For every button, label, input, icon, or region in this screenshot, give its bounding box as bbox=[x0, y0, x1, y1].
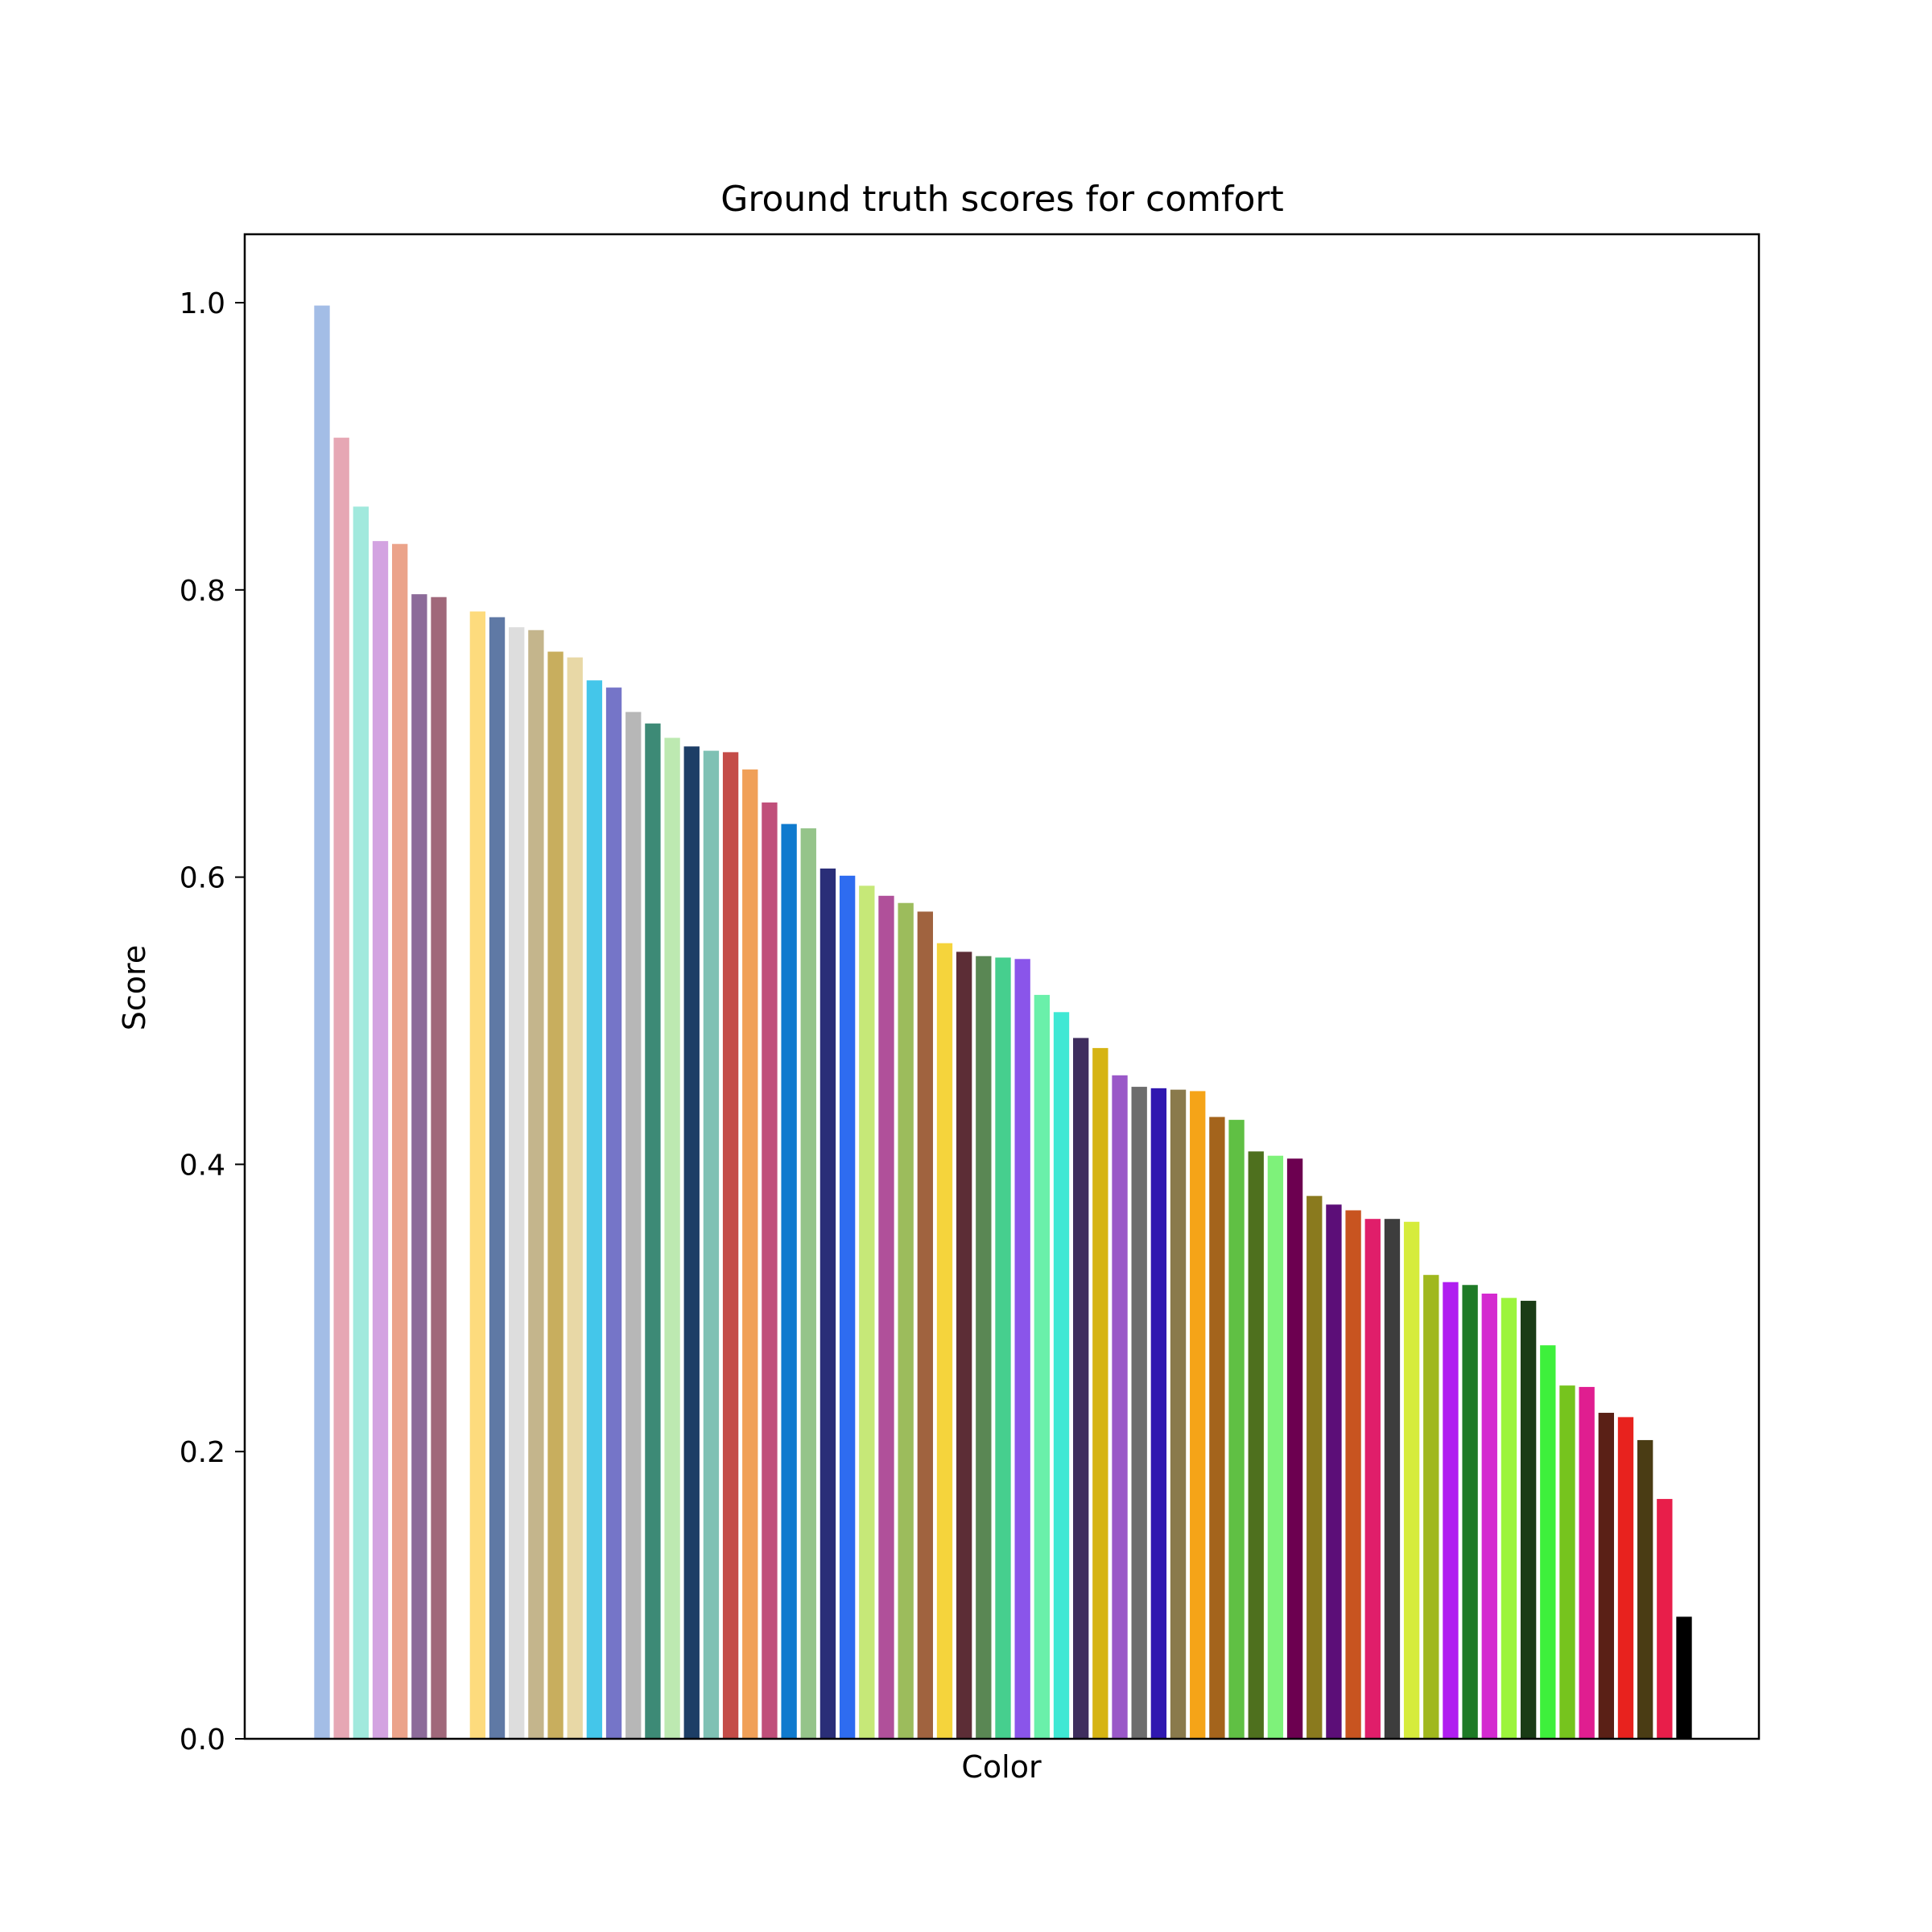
bar bbox=[1481, 1293, 1497, 1739]
x-axis-label: Color bbox=[961, 1749, 1042, 1785]
bar bbox=[1190, 1091, 1206, 1739]
bar bbox=[1520, 1300, 1537, 1739]
bar bbox=[1307, 1195, 1323, 1739]
bar bbox=[1384, 1219, 1401, 1739]
bar bbox=[762, 802, 778, 1739]
bar bbox=[605, 687, 622, 1739]
bar bbox=[819, 868, 836, 1739]
bar bbox=[1170, 1089, 1187, 1739]
bar bbox=[1559, 1385, 1575, 1739]
bar bbox=[1657, 1499, 1673, 1739]
bar bbox=[956, 952, 972, 1739]
bar bbox=[1034, 994, 1051, 1739]
bar bbox=[878, 895, 894, 1739]
bar bbox=[1248, 1151, 1264, 1739]
bar bbox=[1637, 1439, 1653, 1739]
bar bbox=[333, 437, 349, 1740]
bar bbox=[1364, 1219, 1381, 1739]
bar bbox=[664, 737, 680, 1739]
bar bbox=[1501, 1298, 1517, 1739]
bar bbox=[1423, 1274, 1439, 1739]
bar bbox=[1073, 1038, 1089, 1739]
y-tick-label: 0.6 bbox=[180, 862, 225, 895]
bar bbox=[586, 680, 603, 1740]
bar bbox=[917, 911, 933, 1739]
bar bbox=[1112, 1075, 1128, 1739]
y-tick-label: 1.0 bbox=[180, 287, 225, 320]
bar bbox=[703, 750, 720, 1739]
bar bbox=[469, 611, 486, 1739]
bar bbox=[1462, 1285, 1478, 1739]
bar bbox=[1403, 1221, 1420, 1739]
bar bbox=[976, 956, 992, 1739]
bar bbox=[1326, 1204, 1342, 1739]
bar bbox=[936, 943, 953, 1739]
plot-frame bbox=[243, 233, 1761, 1740]
bar bbox=[1014, 959, 1030, 1739]
bar bbox=[781, 824, 797, 1739]
bar bbox=[1579, 1386, 1595, 1739]
bar bbox=[1617, 1417, 1634, 1739]
bar bbox=[722, 752, 739, 1739]
bar bbox=[800, 828, 816, 1739]
bar bbox=[567, 657, 583, 1739]
bar bbox=[314, 305, 330, 1739]
bar bbox=[489, 617, 506, 1740]
bar bbox=[1131, 1087, 1147, 1739]
bar bbox=[995, 957, 1011, 1739]
bar bbox=[683, 746, 700, 1739]
bar bbox=[1267, 1155, 1284, 1739]
bar bbox=[431, 597, 447, 1739]
y-tick-label: 0.0 bbox=[180, 1724, 225, 1757]
bar bbox=[353, 506, 369, 1739]
bar bbox=[839, 875, 856, 1739]
bar bbox=[1540, 1345, 1556, 1739]
bar bbox=[509, 627, 525, 1740]
bar bbox=[625, 712, 642, 1740]
bar bbox=[1209, 1117, 1225, 1739]
bar bbox=[1150, 1088, 1167, 1739]
bar bbox=[1228, 1120, 1245, 1739]
bar bbox=[547, 651, 564, 1739]
bar bbox=[1286, 1158, 1303, 1739]
bar bbox=[1676, 1616, 1692, 1739]
bar bbox=[411, 594, 427, 1739]
y-tick-label: 0.8 bbox=[180, 575, 225, 608]
bar bbox=[1598, 1413, 1614, 1739]
bar bbox=[898, 902, 914, 1739]
bar bbox=[1345, 1210, 1361, 1739]
bar bbox=[1092, 1047, 1108, 1739]
bar bbox=[742, 769, 758, 1739]
y-tick-label: 0.2 bbox=[180, 1436, 225, 1469]
y-axis: 0.0 0.2 0.4 0.6 0.8 1.0 bbox=[180, 287, 245, 1757]
bars-group bbox=[314, 305, 1692, 1740]
bar bbox=[528, 630, 544, 1739]
bar bbox=[372, 541, 389, 1739]
bar bbox=[1443, 1282, 1459, 1739]
chart-title: Ground truth scores for comfort bbox=[720, 179, 1284, 220]
bar bbox=[392, 543, 408, 1740]
y-axis-label: Score bbox=[117, 945, 152, 1030]
bar bbox=[1053, 1012, 1070, 1739]
bar bbox=[859, 886, 875, 1739]
bar bbox=[645, 723, 661, 1740]
y-tick-label: 0.4 bbox=[180, 1149, 225, 1182]
